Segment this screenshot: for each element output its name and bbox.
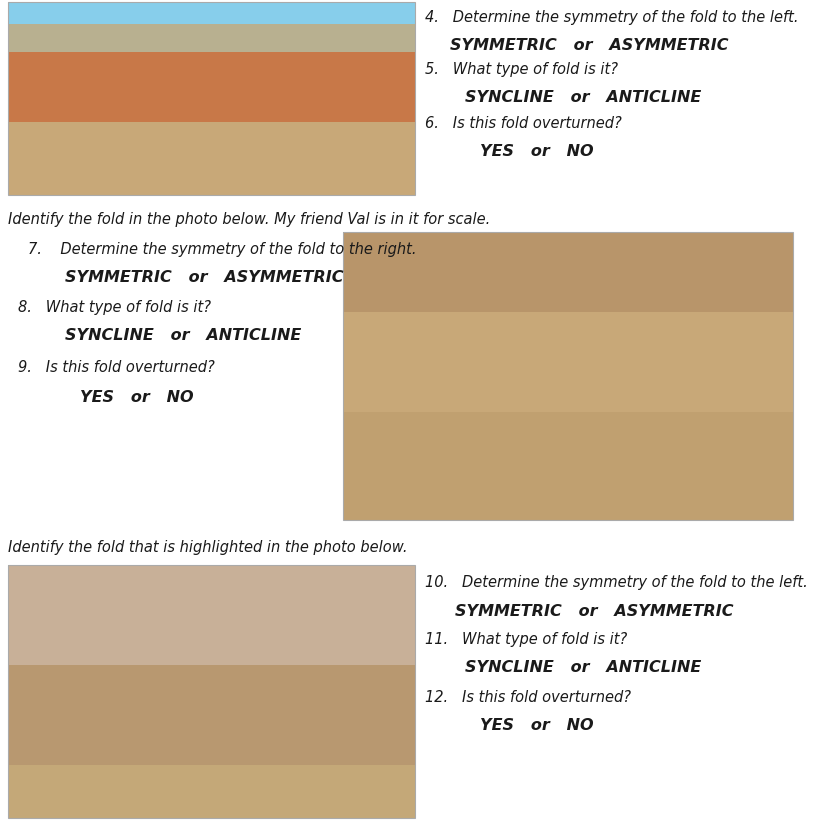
Text: SYNCLINE   or   ANTICLINE: SYNCLINE or ANTICLINE (465, 90, 700, 105)
Text: 4.   Determine the symmetry of the fold to the left.: 4. Determine the symmetry of the fold to… (424, 10, 797, 25)
Bar (8, 122, 414, 195)
Text: 12.   Is this fold overturned?: 12. Is this fold overturned? (424, 690, 630, 705)
Text: YES   or   NO: YES or NO (80, 390, 194, 405)
Bar (342, 232, 792, 312)
Bar (8, 565, 414, 665)
Bar (8, 2, 414, 24)
Text: 5.   What type of fold is it?: 5. What type of fold is it? (424, 62, 617, 77)
Bar (8, 565, 414, 818)
Text: SYMMETRIC   or   ASYMMETRIC: SYMMETRIC or ASYMMETRIC (65, 270, 343, 285)
Bar (8, 24, 414, 52)
Bar (8, 52, 414, 122)
Text: 7.    Determine the symmetry of the fold to the right.: 7. Determine the symmetry of the fold to… (28, 242, 416, 257)
Text: SYNCLINE   or   ANTICLINE: SYNCLINE or ANTICLINE (65, 328, 301, 343)
Text: 6.   Is this fold overturned?: 6. Is this fold overturned? (424, 116, 621, 131)
Text: YES   or   NO: YES or NO (480, 144, 593, 159)
Text: YES   or   NO: YES or NO (480, 718, 593, 733)
Text: Identify the fold that is highlighted in the photo below.: Identify the fold that is highlighted in… (8, 540, 407, 555)
Text: 8.   What type of fold is it?: 8. What type of fold is it? (18, 300, 211, 315)
Bar (8, 765, 414, 818)
Text: SYNCLINE   or   ANTICLINE: SYNCLINE or ANTICLINE (465, 660, 700, 675)
Text: 9.   Is this fold overturned?: 9. Is this fold overturned? (18, 360, 214, 375)
Text: SYMMETRIC   or   ASYMMETRIC: SYMMETRIC or ASYMMETRIC (449, 38, 728, 53)
Bar (342, 312, 792, 412)
Text: 10.   Determine the symmetry of the fold to the left.: 10. Determine the symmetry of the fold t… (424, 575, 807, 590)
Text: 11.   What type of fold is it?: 11. What type of fold is it? (424, 632, 627, 647)
Text: SYMMETRIC   or   ASYMMETRIC: SYMMETRIC or ASYMMETRIC (455, 604, 733, 619)
Bar (8, 2, 414, 195)
Bar (342, 412, 792, 520)
Bar (342, 232, 792, 520)
Bar (8, 665, 414, 765)
Text: Identify the fold in the photo below. My friend Val is in it for scale.: Identify the fold in the photo below. My… (8, 212, 490, 227)
